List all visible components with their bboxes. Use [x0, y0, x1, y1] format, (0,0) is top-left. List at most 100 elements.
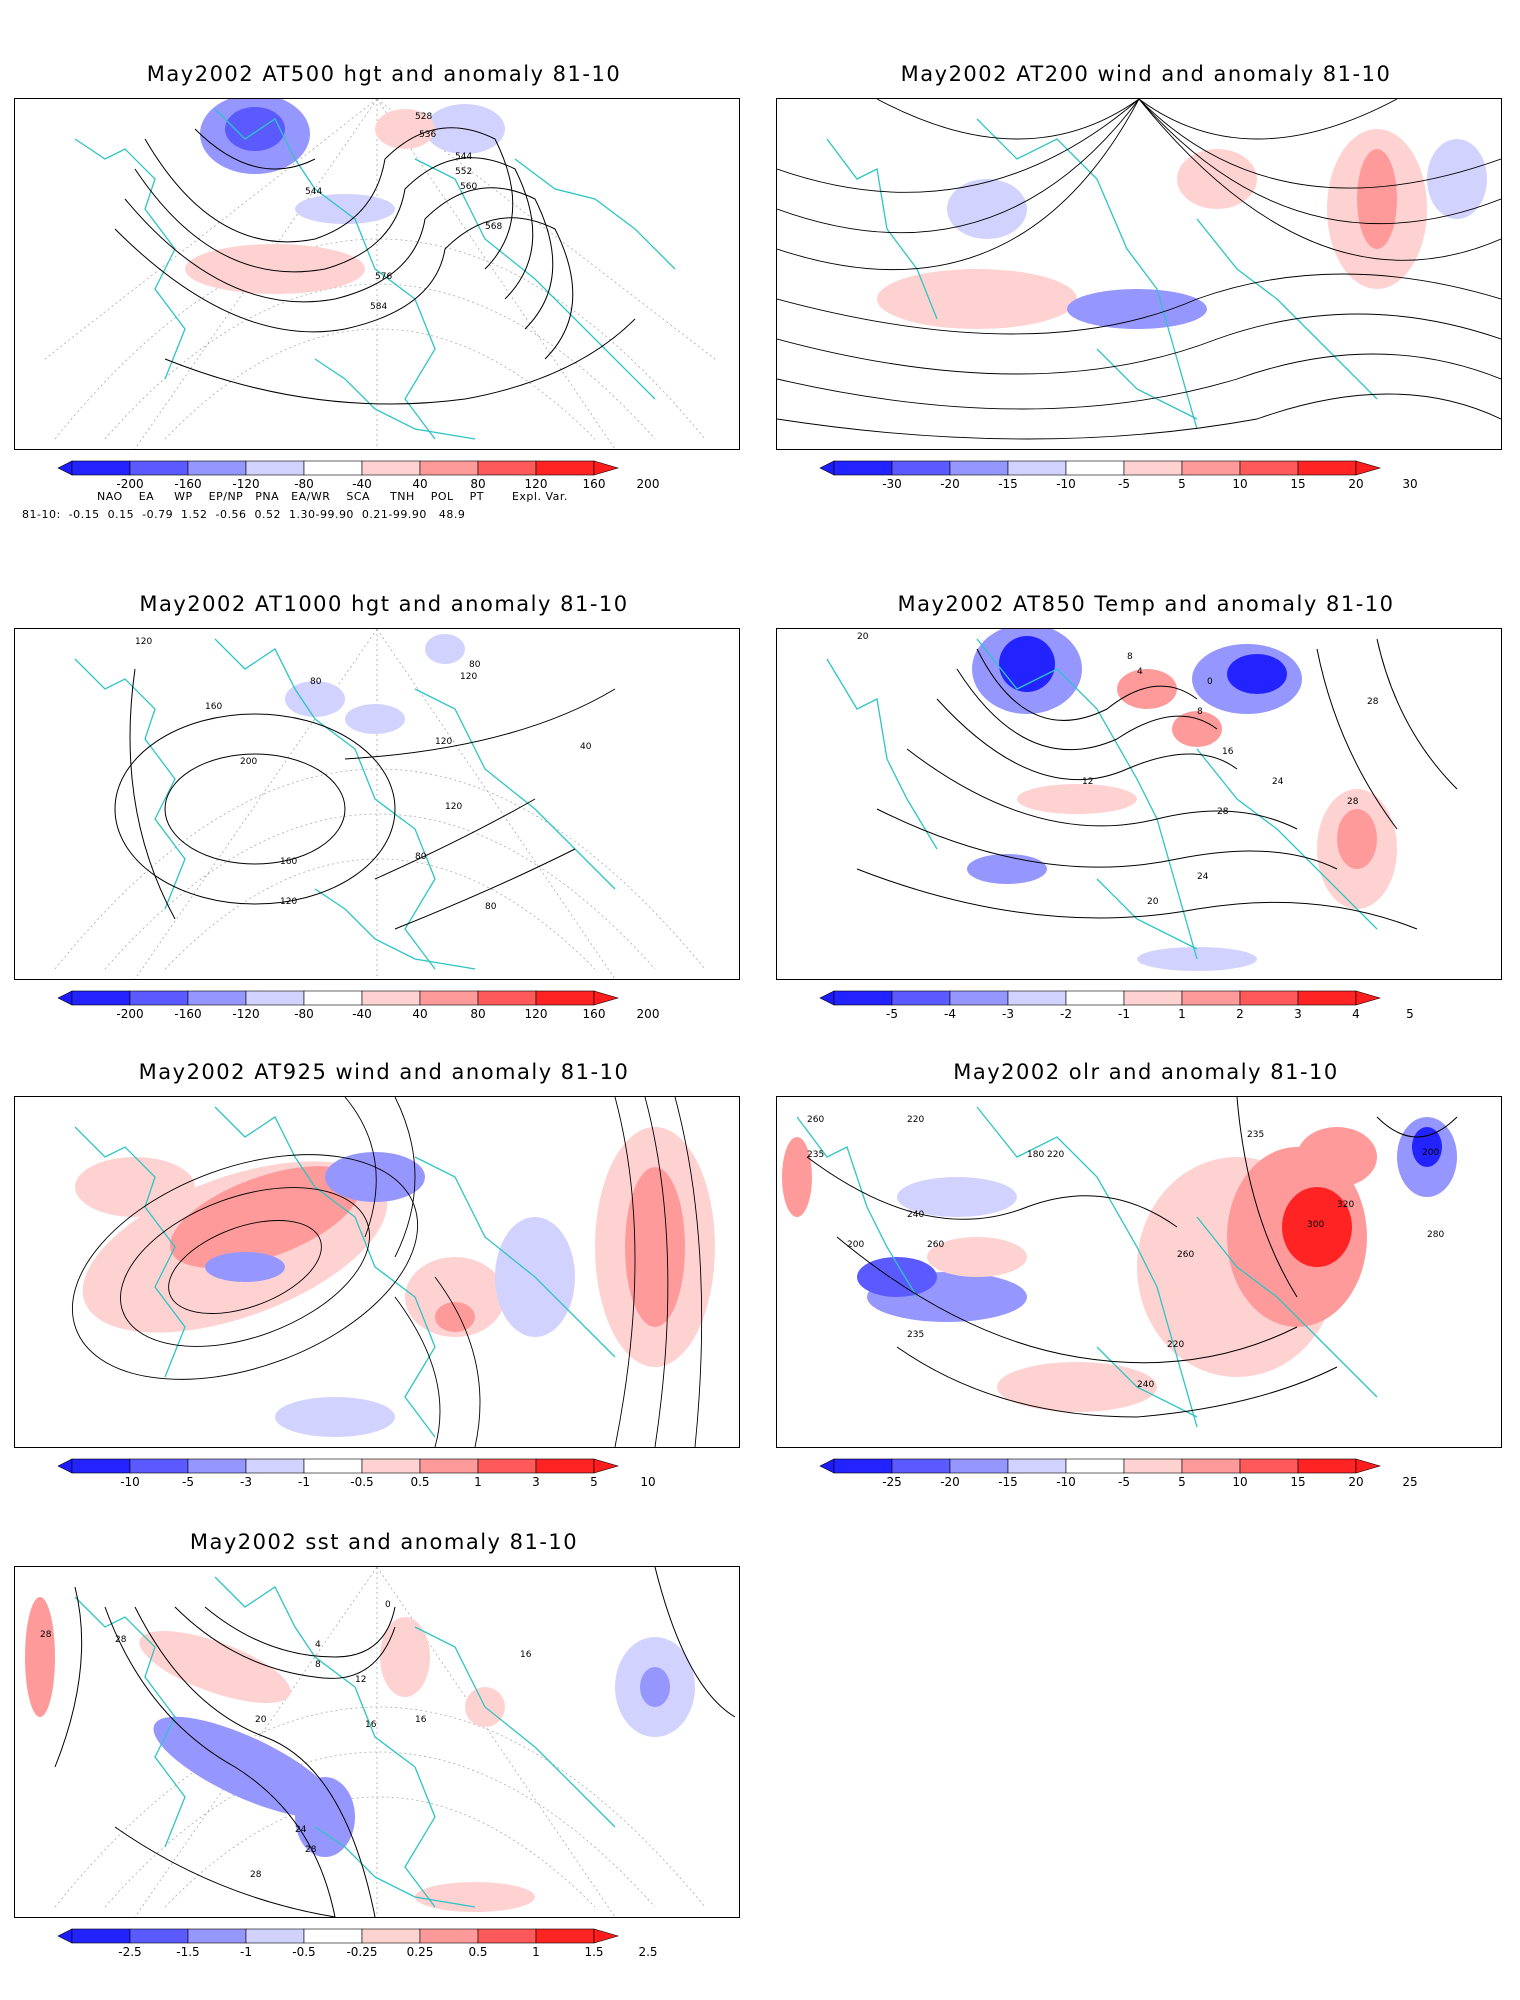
colorbar-label: 5: [1178, 1475, 1186, 1489]
colorbar-label: 40: [412, 477, 427, 491]
contour-label: 160: [205, 702, 222, 712]
colorbar-label: 20: [1348, 477, 1363, 491]
colorbar-label: 1: [474, 1475, 482, 1489]
colorbar-label: 2: [1236, 1007, 1244, 1021]
colorbar: -30 -20 -15 -10 -5 5 10 15 20 30: [819, 460, 1460, 491]
contour-label: 120: [135, 637, 152, 647]
streamlines: [777, 99, 1501, 440]
contour-label: 24: [1272, 777, 1284, 787]
colorbar-label: 25: [1402, 1475, 1417, 1489]
colorbar-label: 0.25: [407, 1945, 434, 1959]
colorbar-label: -160: [174, 477, 201, 491]
coastlines: [796, 1106, 1378, 1428]
contour-label: 8: [315, 1660, 321, 1670]
map-svg: 20 8 4 0 8 28 12 16 24 28 28 24 20: [826, 629, 1458, 971]
colorbar-label: 15: [1290, 477, 1305, 491]
coastlines: [826, 638, 1378, 960]
contour-label: 220: [1047, 1150, 1064, 1160]
indices-header: NAO EA WP EP/NP PNA EA/WR SCA TNH POL PT…: [97, 490, 568, 503]
contour-label: 560: [460, 182, 477, 192]
colorbar-label: -1: [240, 1945, 252, 1959]
coastlines: [74, 1106, 616, 1438]
colorbar-label: 1: [1178, 1007, 1186, 1021]
contour-label: 80: [415, 852, 427, 862]
map-svg: 260 220 235 200 240 260 220 180 235 300 …: [782, 1097, 1458, 1428]
contour-label: 300: [1307, 1220, 1324, 1230]
colorbar: -25 -20 -15 -10 -5 5 10 15 20 25: [819, 1458, 1460, 1489]
colorbar-label: 160: [583, 477, 606, 491]
contour-labels: 528 536 544 552 560 568 576 584 544: [305, 112, 502, 312]
contour-label: 24: [1197, 872, 1209, 882]
colorbar-label: 80: [470, 477, 485, 491]
colorbar-label: -200: [116, 477, 143, 491]
contour-label: 80: [485, 902, 497, 912]
colorbar-label: -15: [998, 1475, 1018, 1489]
colorbar-label: -0.25: [346, 1945, 377, 1959]
colorbar-label: -0.5: [292, 1945, 315, 1959]
contour-label: 220: [907, 1115, 924, 1125]
anomaly-fill: [877, 129, 1487, 329]
contour-label: 528: [415, 112, 432, 122]
map-plot: 260 220 235 200 240 260 220 180 235 300 …: [776, 1096, 1502, 1448]
colorbar-label: 5: [1406, 1007, 1414, 1021]
panel-title: May2002 AT200 wind and anomaly 81-10: [900, 62, 1392, 86]
colorbar-label: 10: [1232, 1475, 1247, 1489]
anomaly-fill: [285, 634, 465, 734]
panel-title: May2002 AT925 wind and anomaly 81-10: [138, 1060, 630, 1084]
colorbar-label: 120: [525, 1007, 548, 1021]
contour-label: 24: [295, 1825, 307, 1835]
contour-label: 20: [1147, 897, 1159, 907]
contour-label: 200: [1422, 1148, 1439, 1158]
panel-title: May2002 AT850 Temp and anomaly 81-10: [897, 592, 1395, 616]
map-plot: 28 28 20 16 12 8 4 0 16 24 28 28 16: [14, 1566, 740, 1918]
contour-label: 160: [280, 857, 297, 867]
colorbar-svg: -200 -160 -120 -80 -40 40 80 120 160 200: [57, 990, 660, 1021]
coastlines: [74, 108, 676, 440]
colorbar-label: -80: [294, 1007, 314, 1021]
map-plot: [776, 98, 1502, 450]
colorbar-label: -40: [352, 477, 372, 491]
map-svg: [71, 1097, 715, 1447]
contour-label: 28: [1347, 797, 1359, 807]
colorbar-label: -2.5: [118, 1945, 141, 1959]
colorbar-label: -2: [1060, 1007, 1072, 1021]
colorbar-svg: -10 -5 -3 -1 -0.5 0.5 1 3 5 10: [57, 1458, 656, 1489]
contour-label: 576: [375, 272, 392, 282]
colorbar-svg: -30 -20 -15 -10 -5 5 10 15 20 30: [819, 460, 1418, 491]
coastlines: [74, 638, 616, 970]
colorbar: -5 -4 -3 -2 -1 1 2 3 4 5: [819, 990, 1460, 1021]
colorbar-label: -10: [1056, 1475, 1076, 1489]
map-plot: 20 8 4 0 8 28 12 16 24 28 28 24 20: [776, 628, 1502, 980]
colorbar-label: -30: [882, 477, 902, 491]
colorbar-label: -25: [882, 1475, 902, 1489]
contour-label: 40: [580, 742, 592, 752]
colorbar: -2.5 -1.5 -1 -0.5 -0.25 0.25 0.5 1 1.5 2…: [57, 1928, 698, 1959]
colorbar-label: -10: [120, 1475, 140, 1489]
anomaly-fill: [967, 629, 1397, 971]
map-plot: 528 536 544 552 560 568 576 584 544: [14, 98, 740, 450]
contour-label: 235: [907, 1330, 924, 1340]
contour-label: 28: [250, 1870, 262, 1880]
colorbar-label: -120: [232, 1007, 259, 1021]
contour-label: 200: [847, 1240, 864, 1250]
colorbar-label: 5: [590, 1475, 598, 1489]
colorbar-label: 0.5: [410, 1475, 429, 1489]
panel-title: May2002 sst and anomaly 81-10: [189, 1530, 579, 1554]
colorbar-label: -5: [886, 1007, 898, 1021]
map-plot: [14, 1096, 740, 1448]
anomaly-fill: [25, 1597, 695, 1912]
contour-label: 320: [1337, 1200, 1354, 1210]
colorbar-label: 40: [412, 1007, 427, 1021]
colorbar-label: -20: [940, 477, 960, 491]
colorbar-label: -40: [352, 1007, 372, 1021]
coastlines: [74, 1576, 616, 1908]
colorbar-label: 20: [1348, 1475, 1363, 1489]
contour-label: 80: [469, 660, 481, 670]
contour-label: 260: [1177, 1250, 1194, 1260]
map-svg: 28 28 20 16 12 8 4 0 16 24 28 28 16: [25, 1567, 736, 1917]
contours: [54, 1567, 736, 1917]
contour-label: 4: [315, 1640, 321, 1650]
contour-label: 12: [1082, 777, 1093, 787]
grid-lines: [54, 1567, 706, 1917]
colorbar-label: 200: [637, 1007, 660, 1021]
